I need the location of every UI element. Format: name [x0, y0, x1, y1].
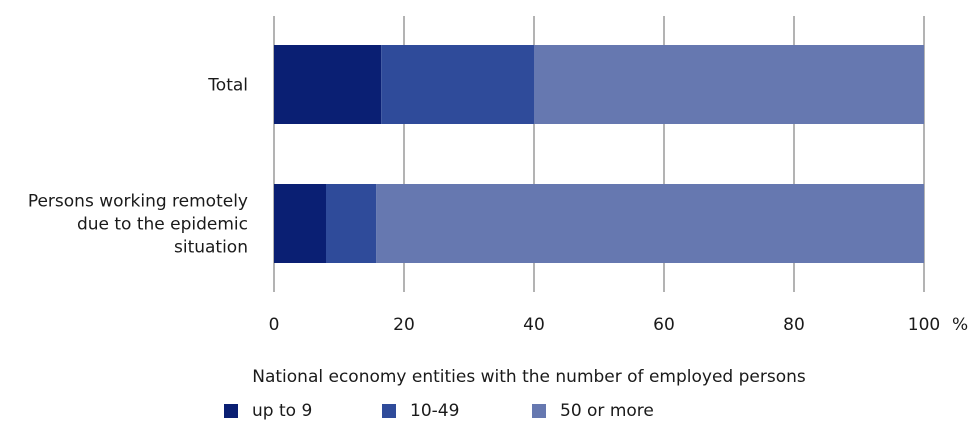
bar-total-0 [274, 45, 382, 124]
category-label: Persons working remotely [28, 192, 248, 212]
x-tick-label: 20 [393, 315, 415, 335]
legend-title: National economy entities with the numbe… [252, 367, 806, 387]
category-label: situation [174, 238, 248, 258]
bar-remote-0 [274, 184, 326, 263]
x-tick-label: 40 [523, 315, 545, 335]
x-tick-label: 60 [653, 315, 675, 335]
bar-remote-2 [376, 184, 924, 263]
category-label: due to the epidemic [77, 215, 248, 235]
bar-total-2 [534, 45, 924, 124]
legend-label: 50 or more [560, 401, 654, 421]
legend-item: 10-49 [382, 401, 459, 421]
legend-item: up to 9 [224, 401, 312, 421]
stacked-bar-chart: Total Persons working remotely due to the … [28, 16, 969, 335]
x-tick-labels: 0 20 40 60 80 100% [269, 315, 969, 335]
x-unit-label: % [952, 315, 968, 335]
x-tick-label: 100 [908, 315, 940, 335]
x-tick-label: 80 [783, 315, 805, 335]
legend: up to 9 10-49 50 or more [0, 401, 971, 423]
category-labels: Total Persons working remotely due to the … [28, 76, 248, 258]
legend-label: 10-49 [410, 401, 460, 421]
legend-label: up to 9 [252, 401, 313, 421]
bar-remote-1 [326, 184, 377, 263]
bar-total-1 [381, 45, 534, 124]
legend-item: 50 or more [532, 401, 654, 421]
legend-swatch [532, 404, 546, 418]
bars [274, 45, 924, 263]
x-tick-label: 0 [269, 315, 280, 335]
category-label: Total [207, 76, 248, 96]
legend-swatch [382, 404, 396, 418]
legend-swatch [224, 404, 238, 418]
